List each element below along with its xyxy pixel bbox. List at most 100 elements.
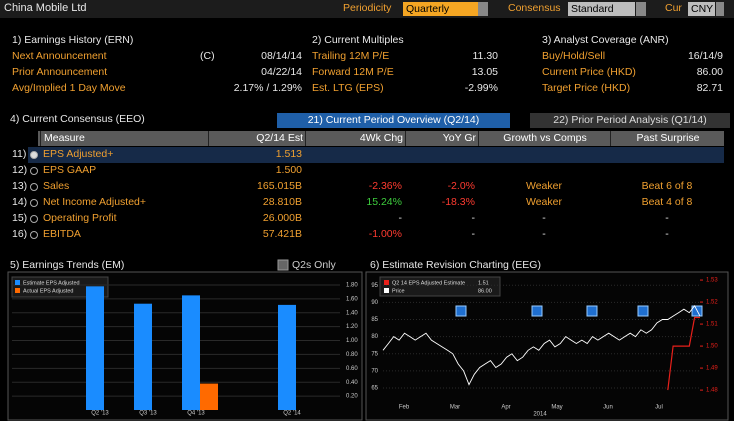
info-value: 16/14/9 <box>687 50 723 62</box>
checkbox[interactable] <box>277 259 289 271</box>
consensus-dropdown[interactable]: Standard <box>568 2 635 16</box>
x-tick-label: Feb <box>399 405 410 411</box>
table-cell: - <box>665 212 669 224</box>
bar <box>182 295 200 410</box>
row-number[interactable]: 14) <box>12 196 28 208</box>
section-title[interactable]: 1) Earnings History (ERN) <box>12 34 134 46</box>
table-cell: - <box>542 228 546 240</box>
y-tick-label: 1.20 <box>346 324 358 330</box>
chart-title: 5) Earnings Trends (EM) <box>10 259 124 271</box>
currency-label: Cur <box>665 2 682 14</box>
table-cell: EPS GAAP <box>43 164 97 176</box>
event-marker[interactable] <box>531 305 543 317</box>
table-cell: 57.421B <box>262 228 302 240</box>
y-tick-label: 1.60 <box>346 296 358 302</box>
row-number[interactable]: 13) <box>12 180 28 192</box>
y-tick-label: 1.80 <box>346 283 358 289</box>
x-tick-label: Jul <box>655 405 663 411</box>
y2-tick-label: 1.50 <box>706 344 718 350</box>
x-tick-label: Q3 '13 <box>139 411 157 417</box>
section-title[interactable]: 2) Current Multiples <box>312 34 404 46</box>
x-tick-label: Q2 '13 <box>91 411 109 417</box>
table-cell: 26.000B <box>262 212 302 224</box>
table-cell: EPS Adjusted+ <box>43 148 114 160</box>
table-cell: - <box>471 228 476 240</box>
legend-box <box>11 276 109 298</box>
info-value: 2.17% / 1.29% <box>233 82 302 94</box>
info-label: Current Price (HKD) <box>542 66 636 78</box>
currency-dropdown[interactable]: CNY <box>688 2 715 16</box>
info-label: Target Price (HKD) <box>542 82 631 94</box>
periodicity-dropdown[interactable]: Quarterly <box>403 2 478 16</box>
series-line <box>382 304 701 386</box>
table-cell: 1.500 <box>275 164 302 176</box>
dropdown-arrow[interactable] <box>478 2 488 16</box>
table-cell: 165.015B <box>257 180 302 192</box>
x-tick-label: Q2 '14 <box>283 411 301 417</box>
row-bullet <box>30 215 38 223</box>
security-name: China Mobile Ltd <box>4 2 87 14</box>
y-tick-label: 75 <box>371 351 378 357</box>
dropdown-arrow[interactable] <box>636 2 646 16</box>
info-label: Next Announcement <box>12 50 107 62</box>
y2-tick-label: 1.49 <box>706 366 718 372</box>
info-label: Buy/Hold/Sell <box>542 50 606 62</box>
x-tick-label: Q4 '13 <box>187 411 205 417</box>
y2-tick-label: 1.52 <box>706 300 718 306</box>
chart-title: 6) Estimate Revision Charting (EEG) <box>370 259 541 271</box>
table-cell: Operating Profit <box>43 212 117 224</box>
table-cell: 1.513 <box>275 148 302 160</box>
legend-box <box>379 276 501 297</box>
table-cell: Sales <box>43 180 70 192</box>
table-cell: -1.00% <box>368 228 402 240</box>
info-label: Prior Announcement <box>12 66 108 78</box>
legend-value: 86.00 <box>478 288 492 294</box>
row-number[interactable]: 15) <box>12 212 28 224</box>
table-cell: -18.3% <box>441 196 475 208</box>
toggle-label: Q2s Only <box>292 259 337 271</box>
section-title[interactable]: 3) Analyst Coverage (ANR) <box>542 34 669 46</box>
row-number[interactable]: 11) <box>12 148 27 160</box>
info-value: 86.00 <box>696 66 723 78</box>
table-cell: - <box>398 212 403 224</box>
y-tick-label: 80 <box>371 334 378 340</box>
x-tick-label: May <box>551 405 562 411</box>
bar <box>134 303 152 410</box>
y-tick-label: 0.40 <box>346 380 358 386</box>
legend-label: Actual EPS Adjusted <box>23 288 73 294</box>
info-label: Avg/Implied 1 Day Move <box>12 82 126 94</box>
table-cell: Beat 6 of 8 <box>641 180 693 192</box>
bar <box>200 383 218 410</box>
bar <box>278 304 296 410</box>
row-bullet <box>30 199 38 207</box>
dropdown-arrow[interactable] <box>716 2 724 16</box>
tab[interactable]: 21) Current Period Overview (Q2/14) <box>277 113 510 128</box>
info-label: Forward 12M P/E <box>312 66 394 78</box>
row-number[interactable]: 12) <box>12 164 28 176</box>
table-cell: EBITDA <box>43 228 81 240</box>
tab[interactable]: 22) Prior Period Analysis (Q1/14) <box>530 113 730 128</box>
table-cell: - <box>665 228 669 240</box>
legend-label: Price <box>392 288 405 294</box>
y-tick-label: 0.60 <box>346 366 358 372</box>
y2-tick-label: 1.48 <box>706 388 718 394</box>
periodicity-label: Periodicity <box>343 2 392 14</box>
event-marker[interactable] <box>586 305 598 317</box>
y-tick-label: 90 <box>371 300 378 306</box>
legend-swatch <box>384 288 389 293</box>
consensus-label: Consensus <box>508 2 561 14</box>
legend-label: Q2 14 EPS Adjusted Estimate <box>392 280 465 286</box>
event-marker[interactable] <box>637 305 649 317</box>
row-number[interactable]: 16) <box>12 228 28 240</box>
table-cell: 15.24% <box>366 196 402 208</box>
revision-chart-panel <box>365 271 729 421</box>
table-cell: - <box>471 212 476 224</box>
info-label: Est. LTG (EPS) <box>312 82 384 94</box>
table-header <box>38 131 724 146</box>
x-tick-label: Jun <box>603 405 613 411</box>
event-marker[interactable] <box>455 305 467 317</box>
info-value: 82.71 <box>696 82 723 94</box>
info-flag: (C) <box>200 50 215 62</box>
legend-swatch <box>15 288 20 293</box>
